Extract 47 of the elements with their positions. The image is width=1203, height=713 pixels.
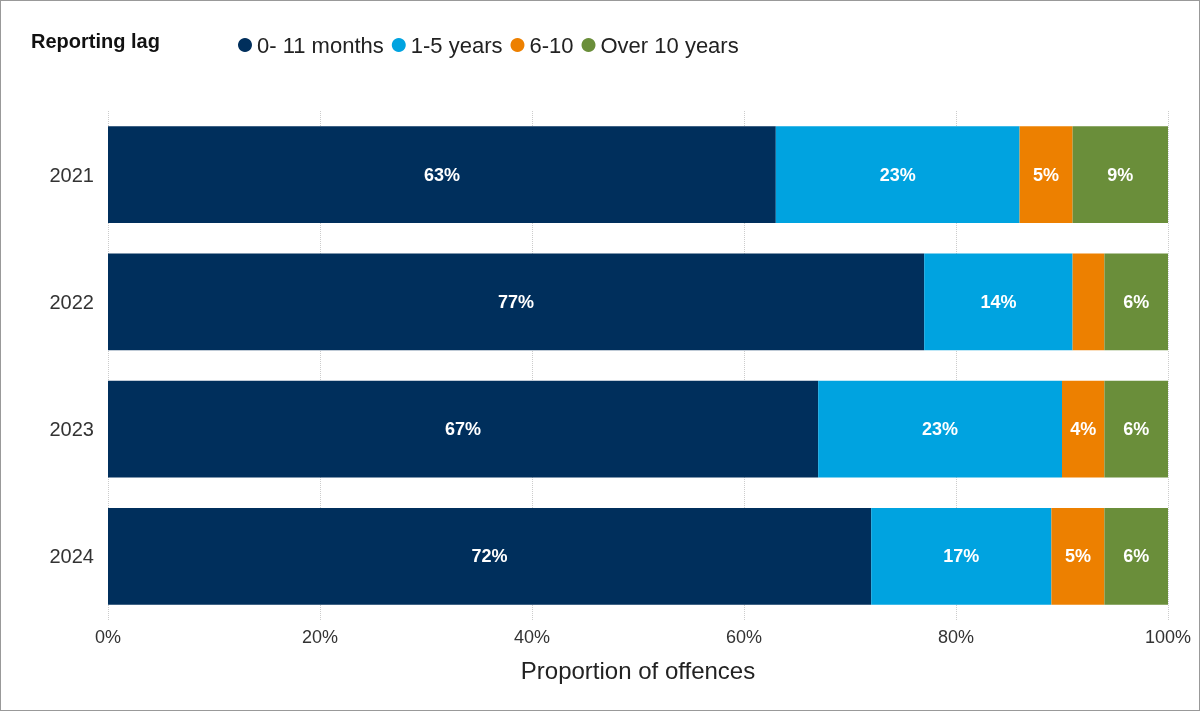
y-tick-label: 2021 xyxy=(49,163,94,186)
legend-title: Reporting lag xyxy=(31,30,160,52)
bar xyxy=(1104,253,1168,351)
bar xyxy=(108,380,819,478)
data-label: 5% xyxy=(1064,546,1091,567)
data-label: 63% xyxy=(423,164,460,185)
data-label: 72% xyxy=(471,546,508,567)
data-label: 23% xyxy=(879,164,916,185)
data-label: 6% xyxy=(1123,419,1150,440)
bar xyxy=(1072,126,1168,223)
x-axis-title: Proportion of offences xyxy=(520,656,756,684)
x-tick-label: 100% xyxy=(1144,627,1192,647)
bar xyxy=(775,126,1020,223)
data-label: 23% xyxy=(922,419,959,440)
data-label: 67% xyxy=(445,419,482,440)
x-tick-label: 0% xyxy=(94,627,122,647)
data-label: 9% xyxy=(1107,164,1134,185)
x-tick-label: 40% xyxy=(513,627,551,647)
data-label: 4% xyxy=(1070,419,1097,440)
legend-label: Over 10 years xyxy=(600,32,739,58)
legend-label: 0- 11 months xyxy=(257,32,384,58)
data-label: 5% xyxy=(1033,164,1060,185)
data-label: 14% xyxy=(980,291,1017,312)
bar xyxy=(1019,126,1073,223)
y-tick-label: 2023 xyxy=(49,418,94,441)
bar xyxy=(108,508,872,605)
bar xyxy=(1051,508,1105,605)
data-label: 77% xyxy=(498,291,535,312)
bar xyxy=(1104,508,1168,605)
x-tick-label: 60% xyxy=(725,627,763,647)
legend-label: 1-5 years xyxy=(410,32,503,58)
bar xyxy=(108,126,776,223)
y-tick-label: 2022 xyxy=(49,290,94,313)
x-tick-label: 80% xyxy=(937,627,975,647)
data-label: 17% xyxy=(943,546,980,567)
bar xyxy=(871,508,1052,605)
legend-label: 6-10 xyxy=(529,32,574,58)
bar xyxy=(1072,253,1105,351)
x-tick-label: 20% xyxy=(301,627,339,647)
data-label: 6% xyxy=(1123,546,1150,567)
bar xyxy=(1062,380,1105,478)
y-tick-label: 2024 xyxy=(49,545,94,568)
bar xyxy=(924,253,1073,351)
data-label: 6% xyxy=(1123,291,1150,312)
bar xyxy=(818,380,1062,478)
bar xyxy=(1104,380,1168,478)
bar xyxy=(108,253,925,351)
